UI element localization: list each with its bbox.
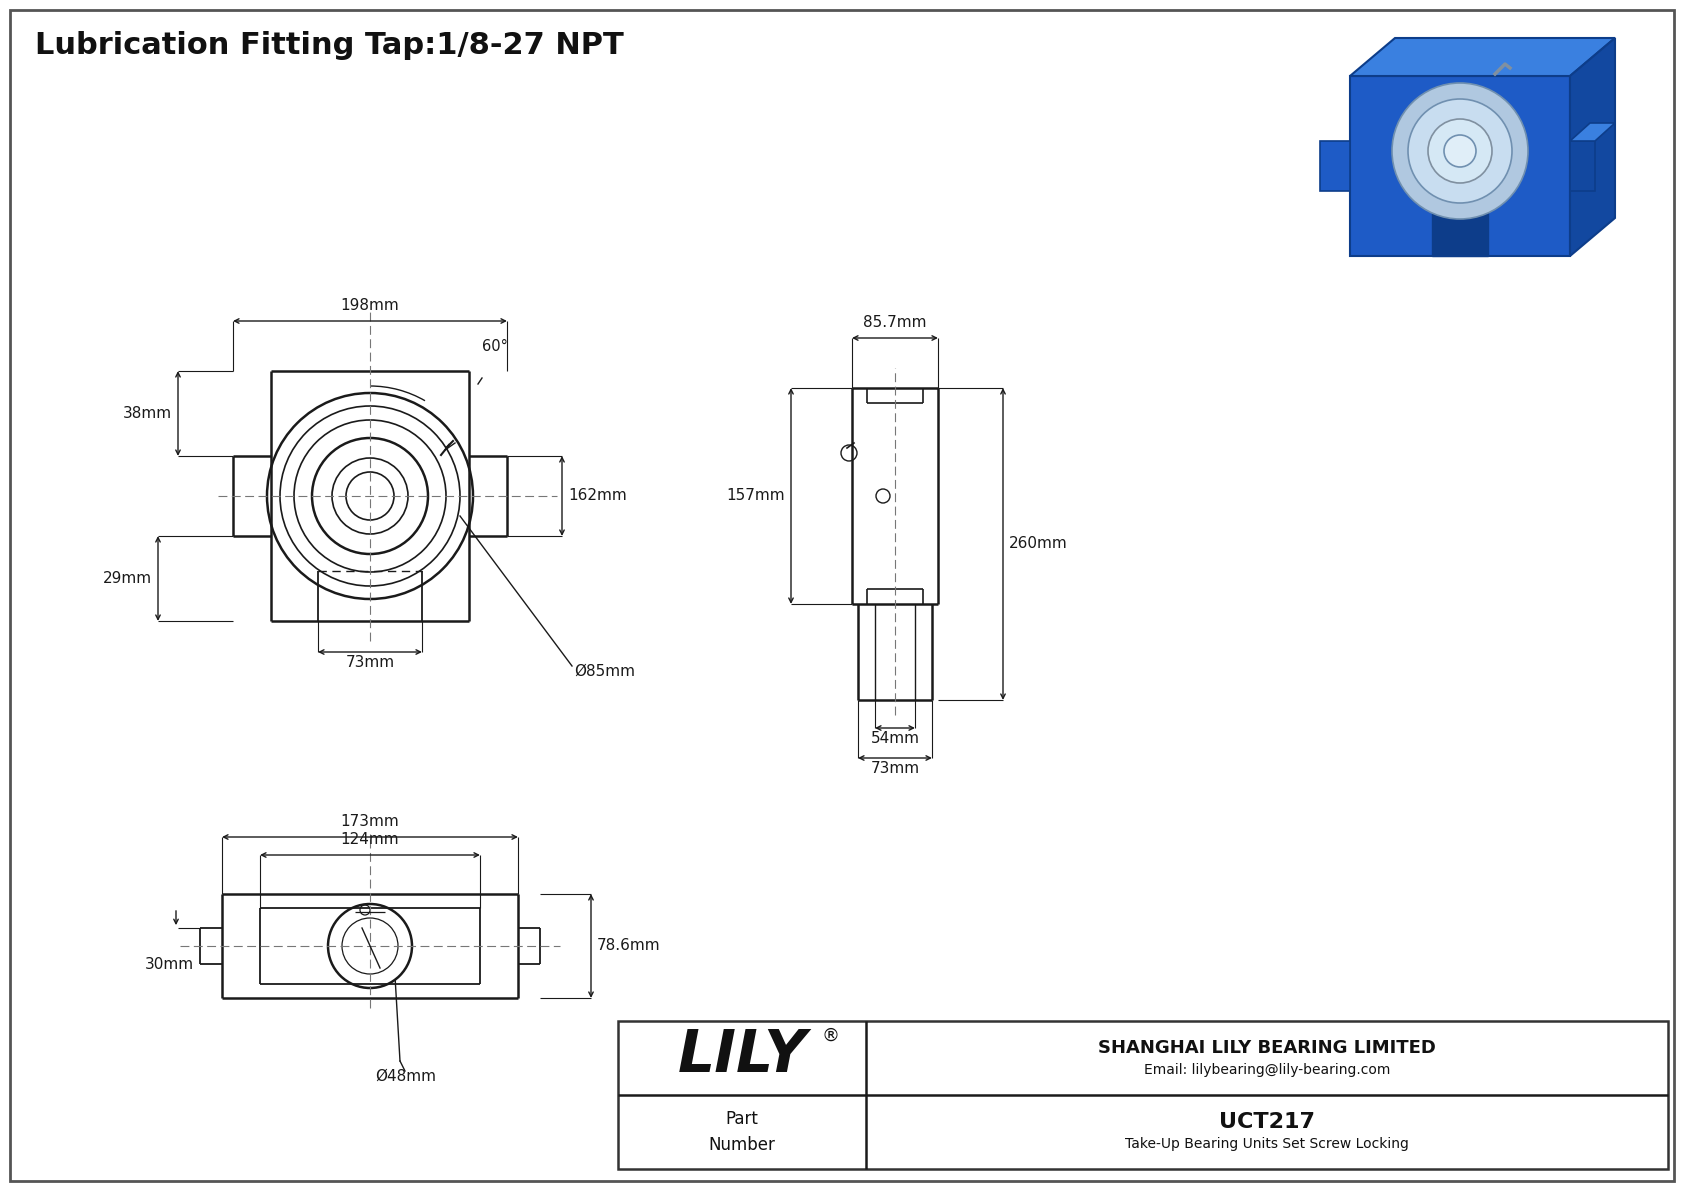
- Text: 260mm: 260mm: [1009, 536, 1068, 551]
- Circle shape: [1408, 99, 1512, 202]
- Text: 157mm: 157mm: [726, 488, 785, 504]
- Bar: [1431, 211, 1489, 256]
- Bar: [1320, 141, 1351, 191]
- Text: 54mm: 54mm: [871, 731, 919, 746]
- Circle shape: [1443, 135, 1475, 167]
- Text: Email: lilybearing@lily-bearing.com: Email: lilybearing@lily-bearing.com: [1143, 1064, 1391, 1077]
- Text: LILY: LILY: [677, 1028, 807, 1085]
- Text: 73mm: 73mm: [871, 761, 919, 777]
- Text: Lubrication Fitting Tap:1/8-27 NPT: Lubrication Fitting Tap:1/8-27 NPT: [35, 31, 623, 60]
- Polygon shape: [1351, 38, 1615, 76]
- Text: 29mm: 29mm: [103, 570, 152, 586]
- Text: 78.6mm: 78.6mm: [598, 939, 660, 954]
- Bar: [1351, 76, 1569, 256]
- Text: 60°: 60°: [482, 339, 509, 354]
- Text: 162mm: 162mm: [568, 488, 626, 504]
- Bar: [1569, 141, 1595, 191]
- Text: Part
Number: Part Number: [709, 1110, 775, 1154]
- Text: UCT217: UCT217: [1219, 1112, 1315, 1131]
- Text: SHANGHAI LILY BEARING LIMITED: SHANGHAI LILY BEARING LIMITED: [1098, 1039, 1436, 1056]
- Circle shape: [1428, 119, 1492, 183]
- Polygon shape: [1569, 123, 1615, 141]
- Text: Ø48mm: Ø48mm: [376, 1070, 436, 1084]
- Bar: [618, 1021, 1667, 1170]
- Text: 85.7mm: 85.7mm: [864, 314, 926, 330]
- Text: Take-Up Bearing Units Set Screw Locking: Take-Up Bearing Units Set Screw Locking: [1125, 1137, 1410, 1151]
- Text: Ø85mm: Ø85mm: [574, 665, 635, 679]
- Text: 73mm: 73mm: [345, 655, 394, 671]
- Text: 173mm: 173mm: [340, 813, 399, 829]
- Polygon shape: [1569, 38, 1615, 256]
- Text: 124mm: 124mm: [340, 833, 399, 847]
- Text: 198mm: 198mm: [340, 298, 399, 313]
- Polygon shape: [1431, 194, 1507, 211]
- Text: 38mm: 38mm: [123, 406, 172, 420]
- Circle shape: [1393, 83, 1527, 219]
- Text: ®: ®: [822, 1027, 839, 1045]
- Text: 30mm: 30mm: [145, 958, 194, 972]
